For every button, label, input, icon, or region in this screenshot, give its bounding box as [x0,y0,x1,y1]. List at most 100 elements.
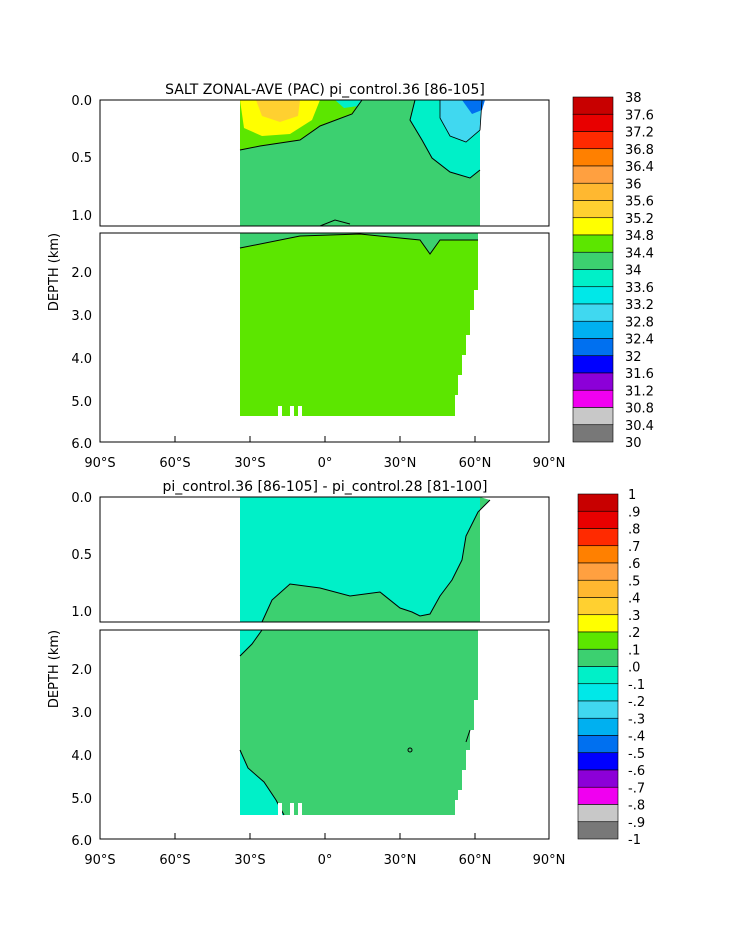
y-tick-label: 5.0 [71,395,92,410]
colorbar-swatch [572,355,614,374]
bathymetry-gap [278,803,282,817]
panel-2-upper-frame [99,496,550,623]
y-tick-label: 5.0 [71,792,92,807]
contour-line [239,629,263,657]
y-tick-label: 0.5 [71,548,92,563]
bathymetry-gap [298,803,302,817]
colorbar-label: -.3 [628,712,645,727]
bathymetry-gap [290,803,294,817]
colorbar-swatch [572,113,614,132]
colorbar-swatch [572,200,614,219]
colorbar-label: .0 [628,661,640,676]
panel-2-y-ticks: 0.0 0.5 1.0 2.0 3.0 4.0 5.0 6.0 [71,491,92,849]
colorbar-swatch [572,182,614,201]
panel-2-x-ticks: 90°S 60°S 30°S 0° 30°N 60°N 90°N [84,853,565,868]
colorbar-swatch [577,752,619,771]
contour-line [407,747,413,753]
colorbar-swatch [572,424,614,443]
colorbar-swatch [572,96,614,115]
x-tick-label: 0° [318,853,333,868]
colorbar-swatch [572,407,614,426]
colorbar-label: 36.8 [625,143,654,158]
colorbar-label: 1 [628,488,636,503]
y-tick-label: 0.0 [71,491,92,506]
colorbar-label: 36 [625,177,642,192]
colorbar-swatch [577,717,619,736]
colorbar-swatch [577,562,619,581]
colorbar-swatch [572,303,614,322]
y-tick-label: 0.5 [71,151,92,166]
panel-1-upper-field [239,99,485,227]
colorbar-swatch [577,597,619,616]
colorbar-label: 30.4 [625,419,654,434]
y-tick-label: 2.0 [71,663,92,678]
colorbar-swatch [577,528,619,547]
colorbar-swatch [577,614,619,633]
panel-1-title: SALT ZONAL-AVE (PAC) pi_control.36 [86-1… [165,82,485,98]
x-tick-label: 90°N [533,456,566,471]
contour-line [239,99,363,151]
panel-2-lower-field [239,629,478,817]
colorbar-swatch [577,769,619,788]
colorbar-label: -.8 [628,799,645,814]
colorbar-label: 35.6 [625,195,654,210]
colorbar-swatch [572,269,614,288]
panel-1-x-ticks: 90°S 60°S 30°S 0° 30°N 60°N 90°N [84,456,565,471]
panel-difference: pi_control.36 [86-105] - pi_control.28 [… [47,479,645,868]
colorbar-swatch [577,700,619,719]
x-tick-label: 90°S [84,853,115,868]
freshest-cap [462,100,485,114]
x-tick-label: 60°N [459,853,492,868]
colorbar-swatch [572,389,614,408]
colorbar-label: .2 [628,626,640,641]
bathymetry-gap [278,406,282,418]
panel-2-colorbar: 1 .9 .8 .7 .6 .5 .4 .3 .2 .1 .0 -.1 -.2 -.3 -.4 -.5 -.6 -… [577,488,645,848]
y-tick-label: 0.0 [71,94,92,109]
bathymetry-gap [290,406,294,418]
colorbar-label: -.2 [628,695,645,710]
y-tick-label: 6.0 [71,437,92,452]
colorbar-label: 33.6 [625,281,654,296]
colorbar-swatch [577,510,619,529]
colorbar-label: .4 [628,592,640,607]
colorbar-label: 38 [625,91,642,106]
colorbar-label: .6 [628,557,640,572]
contour-line [465,729,471,743]
colorbar-label: 30 [625,436,642,451]
colorbar-swatch [577,804,619,823]
colorbar-label: .3 [628,609,640,624]
colorbar-swatch [577,545,619,564]
colorbar-label: 34.8 [625,229,654,244]
colorbar-label: 36.4 [625,160,654,175]
contour-line [319,219,351,227]
colorbar-label: -.7 [628,781,645,796]
x-tick-label: 30°N [384,853,417,868]
colorbar-label: .5 [628,574,640,589]
colorbar-swatch [572,251,614,270]
colorbar-label: .1 [628,643,640,658]
colorbar-swatch [572,372,614,391]
field-region [240,750,284,815]
field-region [240,233,478,416]
field-region [240,630,262,656]
colorbar-label: .9 [628,505,640,520]
colorbar-swatch [572,320,614,339]
colorbar-label: -.6 [628,764,645,779]
colorbar-label: .8 [628,523,640,538]
y-tick-label: 4.0 [71,749,92,764]
colorbar-swatch [572,338,614,357]
contour-line [239,233,478,255]
x-tick-label: 0° [318,456,333,471]
colorbar-label: 37.6 [625,108,654,123]
colorbar-label: -.5 [628,747,645,762]
colorbar-swatch [577,493,619,512]
panel-2-y-axis-label: DEPTH (km) [47,630,62,708]
panel-1-y-ticks: 0.0 0.5 1.0 2.0 3.0 4.0 5.0 6.0 [71,94,92,452]
panel-1-upper-frame [99,99,550,227]
colorbar-label: 33.2 [625,298,654,313]
x-tick-label: 60°N [459,456,492,471]
contour-line [261,499,491,623]
colorbar-label: 34.4 [625,246,654,261]
contour-line [439,99,483,143]
